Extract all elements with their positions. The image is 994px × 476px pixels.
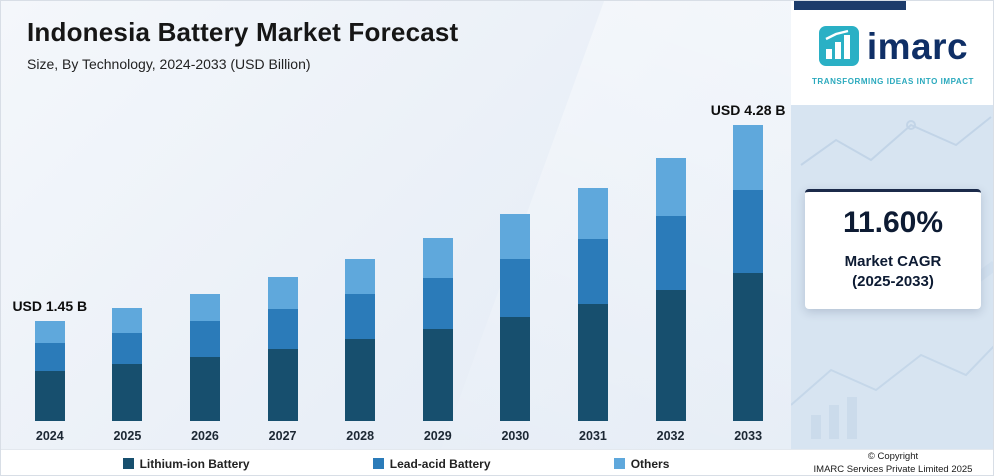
bar-stack	[577, 187, 608, 421]
cagr-card: 11.60% Market CAGR (2025-2033)	[805, 189, 981, 309]
bar-stack	[189, 293, 220, 421]
bar-segment-lithium-ion-battery	[500, 317, 531, 421]
legend-label: Lead-acid Battery	[389, 456, 491, 471]
copyright-line2: IMARC Services Private Limited 2025	[813, 463, 973, 475]
legend-label: Lithium-ion Battery	[139, 456, 250, 471]
copyright-notice: © Copyright IMARC Services Private Limit…	[791, 451, 993, 475]
bar-stack	[733, 125, 764, 421]
cagr-label-line2: (2025-2033)	[852, 273, 934, 291]
bar-segment-lithium-ion-battery	[189, 357, 220, 421]
bar-column: 2030	[477, 75, 555, 447]
bar-segment-others	[733, 125, 764, 190]
legend-item: Lithium-ion Battery	[122, 456, 250, 471]
bar-column: USD 4.28 B 2033	[709, 75, 787, 447]
sidebar-top-accent-bar	[794, 1, 906, 10]
bar-segment-others	[189, 293, 220, 322]
bar-segment-lithium-ion-battery	[34, 370, 65, 421]
bar-segment-lead-acid-battery	[345, 293, 376, 340]
page-title: Indonesia Battery Market Forecast	[27, 17, 459, 47]
x-axis-tick-label: 2029	[423, 429, 452, 443]
chart-panel: Indonesia Battery Market Forecast Size, …	[1, 1, 971, 475]
imarc-logo-icon	[818, 26, 859, 66]
chart-header: Indonesia Battery Market Forecast Size, …	[27, 17, 458, 72]
bar-column: 2032	[632, 75, 710, 447]
bar-stack	[112, 307, 143, 421]
bar-segment-lead-acid-battery	[189, 321, 220, 358]
bar-segment-others	[34, 320, 65, 343]
stacked-bar-chart: USD 1.45 B 2024 2025 2026 2027 2028 2029 2030 20…	[11, 75, 787, 447]
bar-column: 2029	[399, 75, 477, 447]
bar-segment-lithium-ion-battery	[345, 339, 376, 421]
bar-segment-lithium-ion-battery	[112, 364, 143, 421]
x-axis-tick-label: 2032	[656, 429, 685, 443]
bar-column: 2026	[166, 75, 244, 447]
imarc-logo: imarc	[791, 25, 993, 67]
bar-segment-lithium-ion-battery	[422, 329, 453, 421]
bar-stack	[345, 258, 376, 421]
bar-segment-lead-acid-battery	[500, 259, 531, 318]
chart-legend: Lithium-ion Battery Lead-acid Battery Othe…	[1, 457, 791, 471]
imarc-tagline: TRANSFORMING IDEAS INTO IMPACT	[812, 77, 974, 86]
bar-segment-others	[345, 258, 376, 294]
bar-segment-lead-acid-battery	[267, 309, 298, 350]
brand-sidebar: imarc TRANSFORMING IDEAS INTO IMPACT 11.…	[791, 1, 993, 449]
imarc-logo-text: imarc	[866, 25, 969, 67]
x-axis-tick-label: 2024	[35, 429, 64, 443]
cagr-label-line1: Market CAGR	[844, 253, 942, 270]
legend-swatch	[372, 458, 384, 469]
bar-value-label: USD 1.45 B	[12, 297, 88, 314]
chart-subtitle: Size, By Technology, 2024-2033 (USD Bill…	[27, 56, 311, 72]
bar-column: 2025	[89, 75, 167, 447]
x-axis-tick-label: 2028	[346, 429, 375, 443]
bar-stack	[655, 158, 686, 421]
bar-segment-lead-acid-battery	[112, 332, 143, 365]
legend-item: Others	[613, 456, 670, 471]
x-axis-tick-label: 2031	[579, 429, 607, 443]
bar-segment-others	[267, 277, 298, 310]
legend-swatch	[613, 458, 625, 469]
bar-value-label: USD 4.28 B	[710, 102, 786, 118]
bar-stack	[422, 237, 453, 421]
bar-segment-lead-acid-battery	[34, 342, 65, 371]
x-axis-tick-label: 2025	[113, 429, 142, 443]
footer-bar: Lithium-ion Battery Lead-acid Battery Othe…	[1, 449, 993, 475]
bar-segment-others	[500, 214, 531, 260]
cagr-value: 11.60%	[842, 206, 944, 239]
bar-segment-lead-acid-battery	[577, 239, 608, 305]
x-axis-tick-label: 2026	[191, 429, 219, 443]
x-axis-tick-label: 2030	[501, 429, 530, 443]
bar-stack	[500, 214, 531, 421]
bar-segment-lithium-ion-battery	[267, 349, 298, 421]
legend-label: Others	[630, 456, 670, 471]
bar-segment-lead-acid-battery	[422, 277, 453, 329]
bar-segment-others	[422, 237, 453, 278]
bar-segment-others	[112, 307, 143, 333]
bar-segment-lead-acid-battery	[655, 216, 686, 290]
bar-segment-others	[655, 158, 686, 217]
bar-stack	[267, 277, 298, 421]
bar-column: 2028	[321, 75, 399, 447]
x-axis-tick-label: 2033	[734, 429, 763, 443]
bar-segment-lithium-ion-battery	[655, 289, 686, 421]
bar-segment-lithium-ion-battery	[577, 304, 608, 421]
bar-column: USD 1.45 B 2024	[11, 75, 89, 447]
copyright-line1: © Copyright	[867, 451, 919, 463]
legend-swatch	[122, 458, 134, 469]
sidebar-lower-panel: 11.60% Market CAGR (2025-2033)	[791, 105, 993, 449]
bar-column: 2027	[244, 75, 322, 447]
bar-segment-lead-acid-battery	[733, 190, 764, 273]
legend-item: Lead-acid Battery	[372, 456, 491, 471]
bar-stack	[34, 320, 65, 421]
bar-segment-lithium-ion-battery	[733, 273, 764, 421]
x-axis-tick-label: 2027	[268, 429, 297, 443]
bar-segment-others	[577, 187, 608, 240]
bar-column: 2031	[554, 75, 632, 447]
